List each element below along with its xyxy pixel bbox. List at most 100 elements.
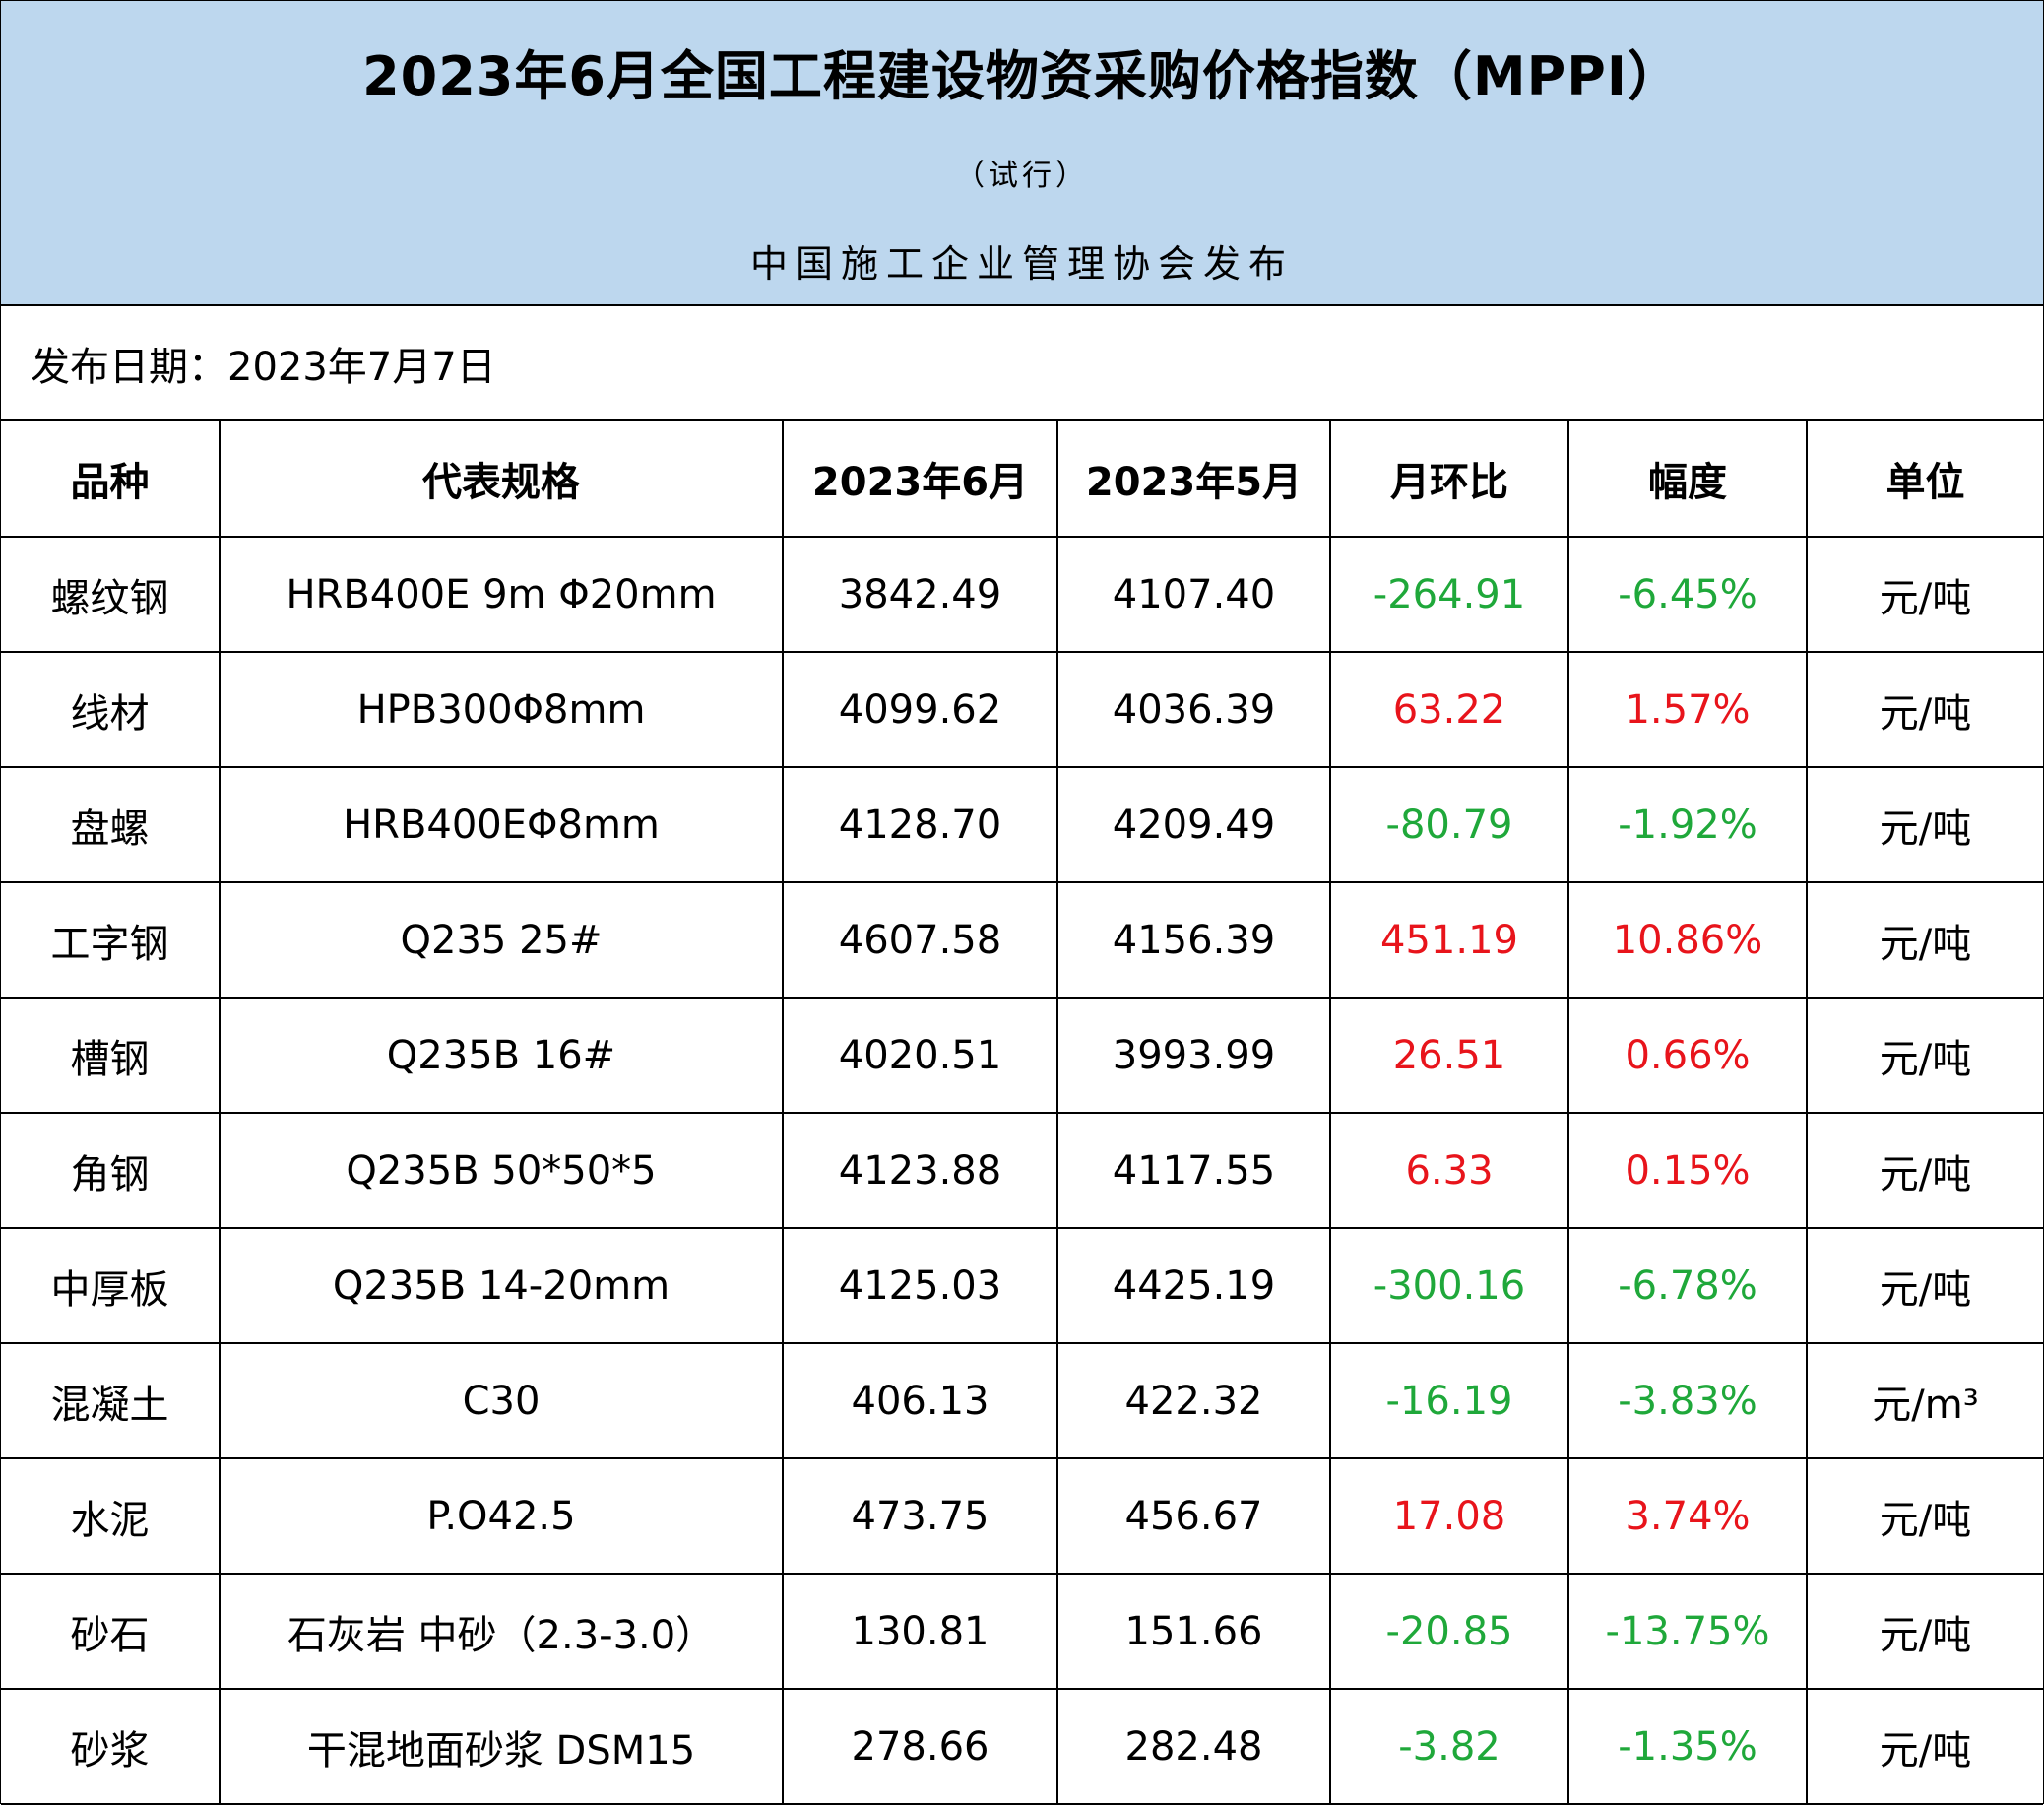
- table-row: 中厚板 Q235B 14-20mm 4125.03 4425.19 -300.1…: [1, 1227, 2043, 1344]
- cell-mom: -80.79: [1329, 766, 1569, 883]
- table-row: 螺纹钢 HRB400E 9m Φ20mm 3842.49 4107.40 -26…: [1, 537, 2043, 653]
- cell-spec: C30: [219, 1342, 784, 1459]
- table-row: 水泥 P.O42.5 473.75 456.67 17.08 3.74% 元/吨: [1, 1457, 2043, 1575]
- cell-may: 3993.99: [1056, 997, 1331, 1114]
- cell-item: 水泥: [1, 1457, 221, 1575]
- cell-jun: 4607.58: [782, 881, 1058, 999]
- column-header-item: 品种: [1, 421, 221, 538]
- cell-pct: -6.45%: [1567, 537, 1808, 653]
- table-row: 线材 HPB300Φ8mm 4099.62 4036.39 63.22 1.57…: [1, 651, 2043, 768]
- cell-unit: 元/吨: [1806, 997, 2043, 1114]
- cell-unit: 元/吨: [1806, 1457, 2043, 1575]
- cell-item: 槽钢: [1, 997, 221, 1114]
- cell-may: 4156.39: [1056, 881, 1331, 999]
- cell-mom: -300.16: [1329, 1227, 1569, 1344]
- cell-spec: Q235B 16#: [219, 997, 784, 1114]
- column-header-jun: 2023年6月: [782, 421, 1058, 538]
- cell-spec: HPB300Φ8mm: [219, 651, 784, 768]
- column-header-may: 2023年5月: [1056, 421, 1331, 538]
- cell-spec: Q235B 14-20mm: [219, 1227, 784, 1344]
- cell-unit: 元/吨: [1806, 1573, 2043, 1690]
- cell-jun: 406.13: [782, 1342, 1058, 1459]
- cell-pct: 0.66%: [1567, 997, 1808, 1114]
- cell-may: 4036.39: [1056, 651, 1331, 768]
- cell-pct: 3.74%: [1567, 1457, 1808, 1575]
- cell-may: 4117.55: [1056, 1112, 1331, 1229]
- cell-jun: 473.75: [782, 1457, 1058, 1575]
- table-row: 槽钢 Q235B 16# 4020.51 3993.99 26.51 0.66%…: [1, 997, 2043, 1114]
- cell-pct: -6.78%: [1567, 1227, 1808, 1344]
- cell-spec: 石灰岩 中砂（2.3-3.0）: [219, 1573, 784, 1690]
- cell-mom: 6.33: [1329, 1112, 1569, 1229]
- page-subtitle: （试行）: [955, 159, 1089, 193]
- cell-unit: 元/吨: [1806, 651, 2043, 768]
- publish-date: 发布日期：2023年7月7日: [31, 344, 496, 390]
- cell-may: 422.32: [1056, 1342, 1331, 1459]
- cell-may: 4107.40: [1056, 537, 1331, 653]
- cell-may: 4209.49: [1056, 766, 1331, 883]
- cell-item: 中厚板: [1, 1227, 221, 1344]
- cell-jun: 130.81: [782, 1573, 1058, 1690]
- cell-pct: -1.92%: [1567, 766, 1808, 883]
- cell-mom: -264.91: [1329, 537, 1569, 653]
- table-row: 角钢 Q235B 50*50*5 4123.88 4117.55 6.33 0.…: [1, 1112, 2043, 1229]
- cell-pct: -13.75%: [1567, 1573, 1808, 1690]
- cell-spec: Q235B 50*50*5: [219, 1112, 784, 1229]
- cell-item: 砂浆: [1, 1688, 221, 1805]
- cell-jun: 278.66: [782, 1688, 1058, 1805]
- cell-jun: 4020.51: [782, 997, 1058, 1114]
- cell-jun: 4099.62: [782, 651, 1058, 768]
- cell-may: 282.48: [1056, 1688, 1331, 1805]
- cell-item: 盘螺: [1, 766, 221, 883]
- cell-spec: HRB400E 9m Φ20mm: [219, 537, 784, 653]
- cell-may: 456.67: [1056, 1457, 1331, 1575]
- cell-jun: 4128.70: [782, 766, 1058, 883]
- column-header-mom: 月环比: [1329, 421, 1569, 538]
- cell-may: 151.66: [1056, 1573, 1331, 1690]
- cell-unit: 元/吨: [1806, 881, 2043, 999]
- cell-unit: 元/吨: [1806, 1688, 2043, 1805]
- cell-spec: Q235 25#: [219, 881, 784, 999]
- cell-item: 线材: [1, 651, 221, 768]
- table-row: 砂石 石灰岩 中砂（2.3-3.0） 130.81 151.66 -20.85 …: [1, 1573, 2043, 1690]
- table-row: 混凝土 C30 406.13 422.32 -16.19 -3.83% 元/m³: [1, 1342, 2043, 1459]
- cell-unit: 元/吨: [1806, 1112, 2043, 1229]
- publish-date-row: 发布日期：2023年7月7日: [1, 306, 2043, 421]
- cell-jun: 3842.49: [782, 537, 1058, 653]
- cell-mom: 17.08: [1329, 1457, 1569, 1575]
- column-header-spec: 代表规格: [219, 421, 784, 538]
- cell-item: 角钢: [1, 1112, 221, 1229]
- column-header-unit: 单位: [1806, 421, 2043, 538]
- cell-pct: -1.35%: [1567, 1688, 1808, 1805]
- table-row: 盘螺 HRB400EΦ8mm 4128.70 4209.49 -80.79 -1…: [1, 766, 2043, 883]
- cell-mom: 451.19: [1329, 881, 1569, 999]
- cell-spec: HRB400EΦ8mm: [219, 766, 784, 883]
- cell-mom: -16.19: [1329, 1342, 1569, 1459]
- table-header-row: 品种 代表规格 2023年6月 2023年5月 月环比 幅度 单位: [1, 421, 2043, 538]
- cell-spec: P.O42.5: [219, 1457, 784, 1575]
- cell-pct: 0.15%: [1567, 1112, 1808, 1229]
- cell-item: 砂石: [1, 1573, 221, 1690]
- cell-pct: 1.57%: [1567, 651, 1808, 768]
- price-table: 品种 代表规格 2023年6月 2023年5月 月环比 幅度 单位 螺纹钢 HR…: [1, 421, 2043, 1805]
- cell-jun: 4125.03: [782, 1227, 1058, 1344]
- table-row: 砂浆 干混地面砂浆 DSM15 278.66 282.48 -3.82 -1.3…: [1, 1688, 2043, 1805]
- cell-item: 混凝土: [1, 1342, 221, 1459]
- cell-unit: 元/吨: [1806, 766, 2043, 883]
- page-title: 2023年6月全国工程建设物资采购价格指数（MPPI）: [362, 45, 1682, 107]
- cell-may: 4425.19: [1056, 1227, 1331, 1344]
- cell-pct: -3.83%: [1567, 1342, 1808, 1459]
- cell-unit: 元/m³: [1806, 1342, 2043, 1459]
- cell-mom: -20.85: [1329, 1573, 1569, 1690]
- cell-unit: 元/吨: [1806, 537, 2043, 653]
- cell-spec: 干混地面砂浆 DSM15: [219, 1688, 784, 1805]
- header-banner: 2023年6月全国工程建设物资采购价格指数（MPPI） （试行） 中国施工企业管…: [1, 1, 2043, 306]
- cell-mom: 63.22: [1329, 651, 1569, 768]
- cell-mom: -3.82: [1329, 1688, 1569, 1805]
- cell-mom: 26.51: [1329, 997, 1569, 1114]
- column-header-pct: 幅度: [1567, 421, 1808, 538]
- cell-jun: 4123.88: [782, 1112, 1058, 1229]
- publisher-line: 中国施工企业管理协会发布: [749, 242, 1294, 286]
- cell-item: 工字钢: [1, 881, 221, 999]
